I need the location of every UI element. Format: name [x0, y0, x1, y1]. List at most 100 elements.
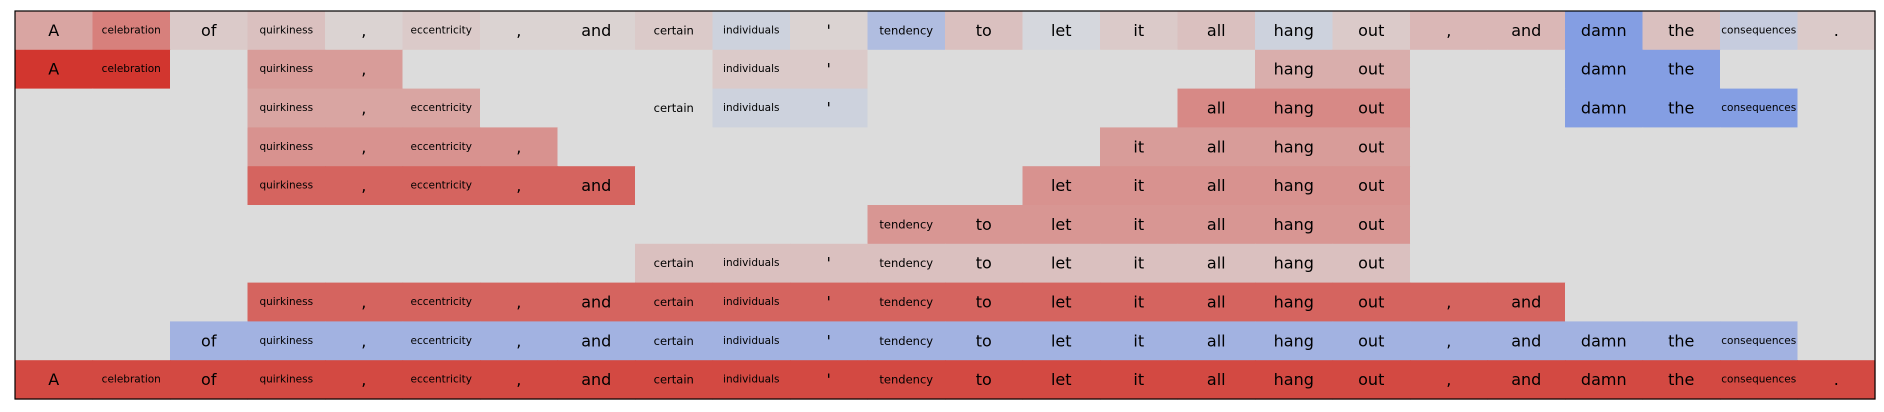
heatmap-cell	[1022, 11, 1101, 51]
token-label: to	[976, 215, 992, 234]
heatmap-cell	[790, 166, 869, 206]
token-label: of	[201, 331, 217, 350]
token-label: of	[201, 370, 217, 389]
heatmap-cell	[170, 282, 249, 322]
heatmap-cell	[1100, 127, 1179, 167]
token-label: and	[1511, 331, 1541, 350]
heatmap-cell	[635, 360, 714, 400]
heatmap-cell	[712, 243, 791, 284]
heatmap-cell	[1022, 166, 1101, 206]
heatmap-cell	[1410, 321, 1489, 361]
heatmap-cell	[1642, 11, 1721, 51]
heatmap-cell	[557, 49, 636, 90]
token-label: certain	[654, 334, 694, 348]
heatmap-cell	[945, 360, 1024, 400]
token-label: let	[1051, 293, 1072, 312]
token-label: and	[1511, 293, 1541, 312]
heatmap-cell	[1720, 11, 1799, 51]
heatmap-cell	[92, 127, 171, 167]
heatmap-cell	[945, 205, 1024, 245]
heatmap-cell	[325, 127, 404, 167]
token-label: ,	[361, 21, 366, 40]
heatmap-cell	[790, 127, 869, 167]
token-label: and	[1511, 21, 1541, 40]
heatmap-cell	[1487, 205, 1566, 245]
heatmap-cell	[1022, 88, 1101, 128]
heatmap-cell	[1565, 321, 1644, 361]
token-label: '	[827, 60, 831, 79]
heatmap-cell	[1100, 282, 1179, 322]
token-label: it	[1133, 331, 1144, 350]
heatmap-cell	[480, 166, 559, 206]
token-label: ,	[1446, 370, 1451, 389]
token-label: certain	[654, 256, 694, 270]
heatmap-cell	[480, 88, 559, 128]
heatmap-cell	[712, 49, 791, 90]
heatmap-cell	[247, 282, 326, 322]
heatmap-cell	[1410, 49, 1489, 90]
heatmap-cell	[1565, 49, 1644, 90]
token-label: eccentricity	[411, 296, 473, 308]
heatmap-cell	[1565, 205, 1644, 245]
heatmap-cell	[867, 88, 946, 128]
heatmap-cell	[1642, 88, 1721, 128]
token-label: quirkiness	[259, 374, 313, 386]
token-label: '	[827, 331, 831, 350]
token-label: A	[48, 21, 59, 40]
heatmap-cell	[1720, 127, 1799, 167]
token-label: all	[1207, 331, 1226, 350]
token-label: ,	[516, 137, 521, 156]
heatmap-cell	[867, 243, 946, 284]
heatmap-cell	[712, 166, 791, 206]
heatmap-cell	[480, 243, 559, 284]
token-label: '	[827, 370, 831, 389]
heatmap-cell	[1410, 243, 1489, 284]
heatmap-cell	[325, 205, 404, 245]
heatmap-cell	[247, 205, 326, 245]
heatmap-cell	[480, 360, 559, 400]
heatmap-cell	[15, 88, 94, 128]
token-label: consequences	[1721, 24, 1796, 36]
heatmap-cell	[790, 321, 869, 361]
token-label: hang	[1274, 21, 1314, 40]
token-label: out	[1358, 254, 1384, 273]
token-label: individuals	[723, 63, 779, 75]
token-label: all	[1207, 176, 1226, 195]
heatmap-cell	[480, 127, 559, 167]
token-label: .	[1834, 21, 1839, 40]
heatmap-cell	[1797, 49, 1876, 90]
token-label: out	[1358, 21, 1384, 40]
heatmap-cell	[790, 282, 869, 322]
token-label: out	[1358, 331, 1384, 350]
token-label: consequences	[1721, 102, 1796, 114]
heatmap-cell	[92, 49, 171, 90]
heatmap-cell	[1720, 282, 1799, 322]
heatmap-cell	[1720, 49, 1799, 90]
token-label: and	[1511, 370, 1541, 389]
token-label: it	[1133, 137, 1144, 156]
heatmap-cell	[1410, 11, 1489, 51]
token-label: certain	[654, 101, 694, 115]
token-label: '	[827, 21, 831, 40]
heatmap-cell	[1797, 360, 1876, 400]
heatmap-cell	[635, 282, 714, 322]
token-label: damn	[1581, 370, 1627, 389]
token-label: eccentricity	[411, 180, 473, 192]
token-label: consequences	[1721, 374, 1796, 386]
heatmap-cell	[635, 88, 714, 128]
heatmap-cell	[1720, 205, 1799, 245]
token-label: let	[1051, 254, 1072, 273]
token-label: all	[1207, 137, 1226, 156]
token-label: it	[1133, 215, 1144, 234]
heatmap-cell	[170, 127, 249, 167]
heatmap-cell	[945, 243, 1024, 284]
heatmap-cell	[92, 166, 171, 206]
heatmap-cell	[170, 205, 249, 245]
token-label: quirkiness	[259, 102, 313, 114]
heatmap-cell	[635, 321, 714, 361]
token-label: quirkiness	[259, 335, 313, 347]
heatmap-cell	[402, 127, 481, 167]
heatmap-cell	[557, 88, 636, 128]
heatmap-cell	[325, 321, 404, 361]
heatmap-cell	[1487, 88, 1566, 128]
